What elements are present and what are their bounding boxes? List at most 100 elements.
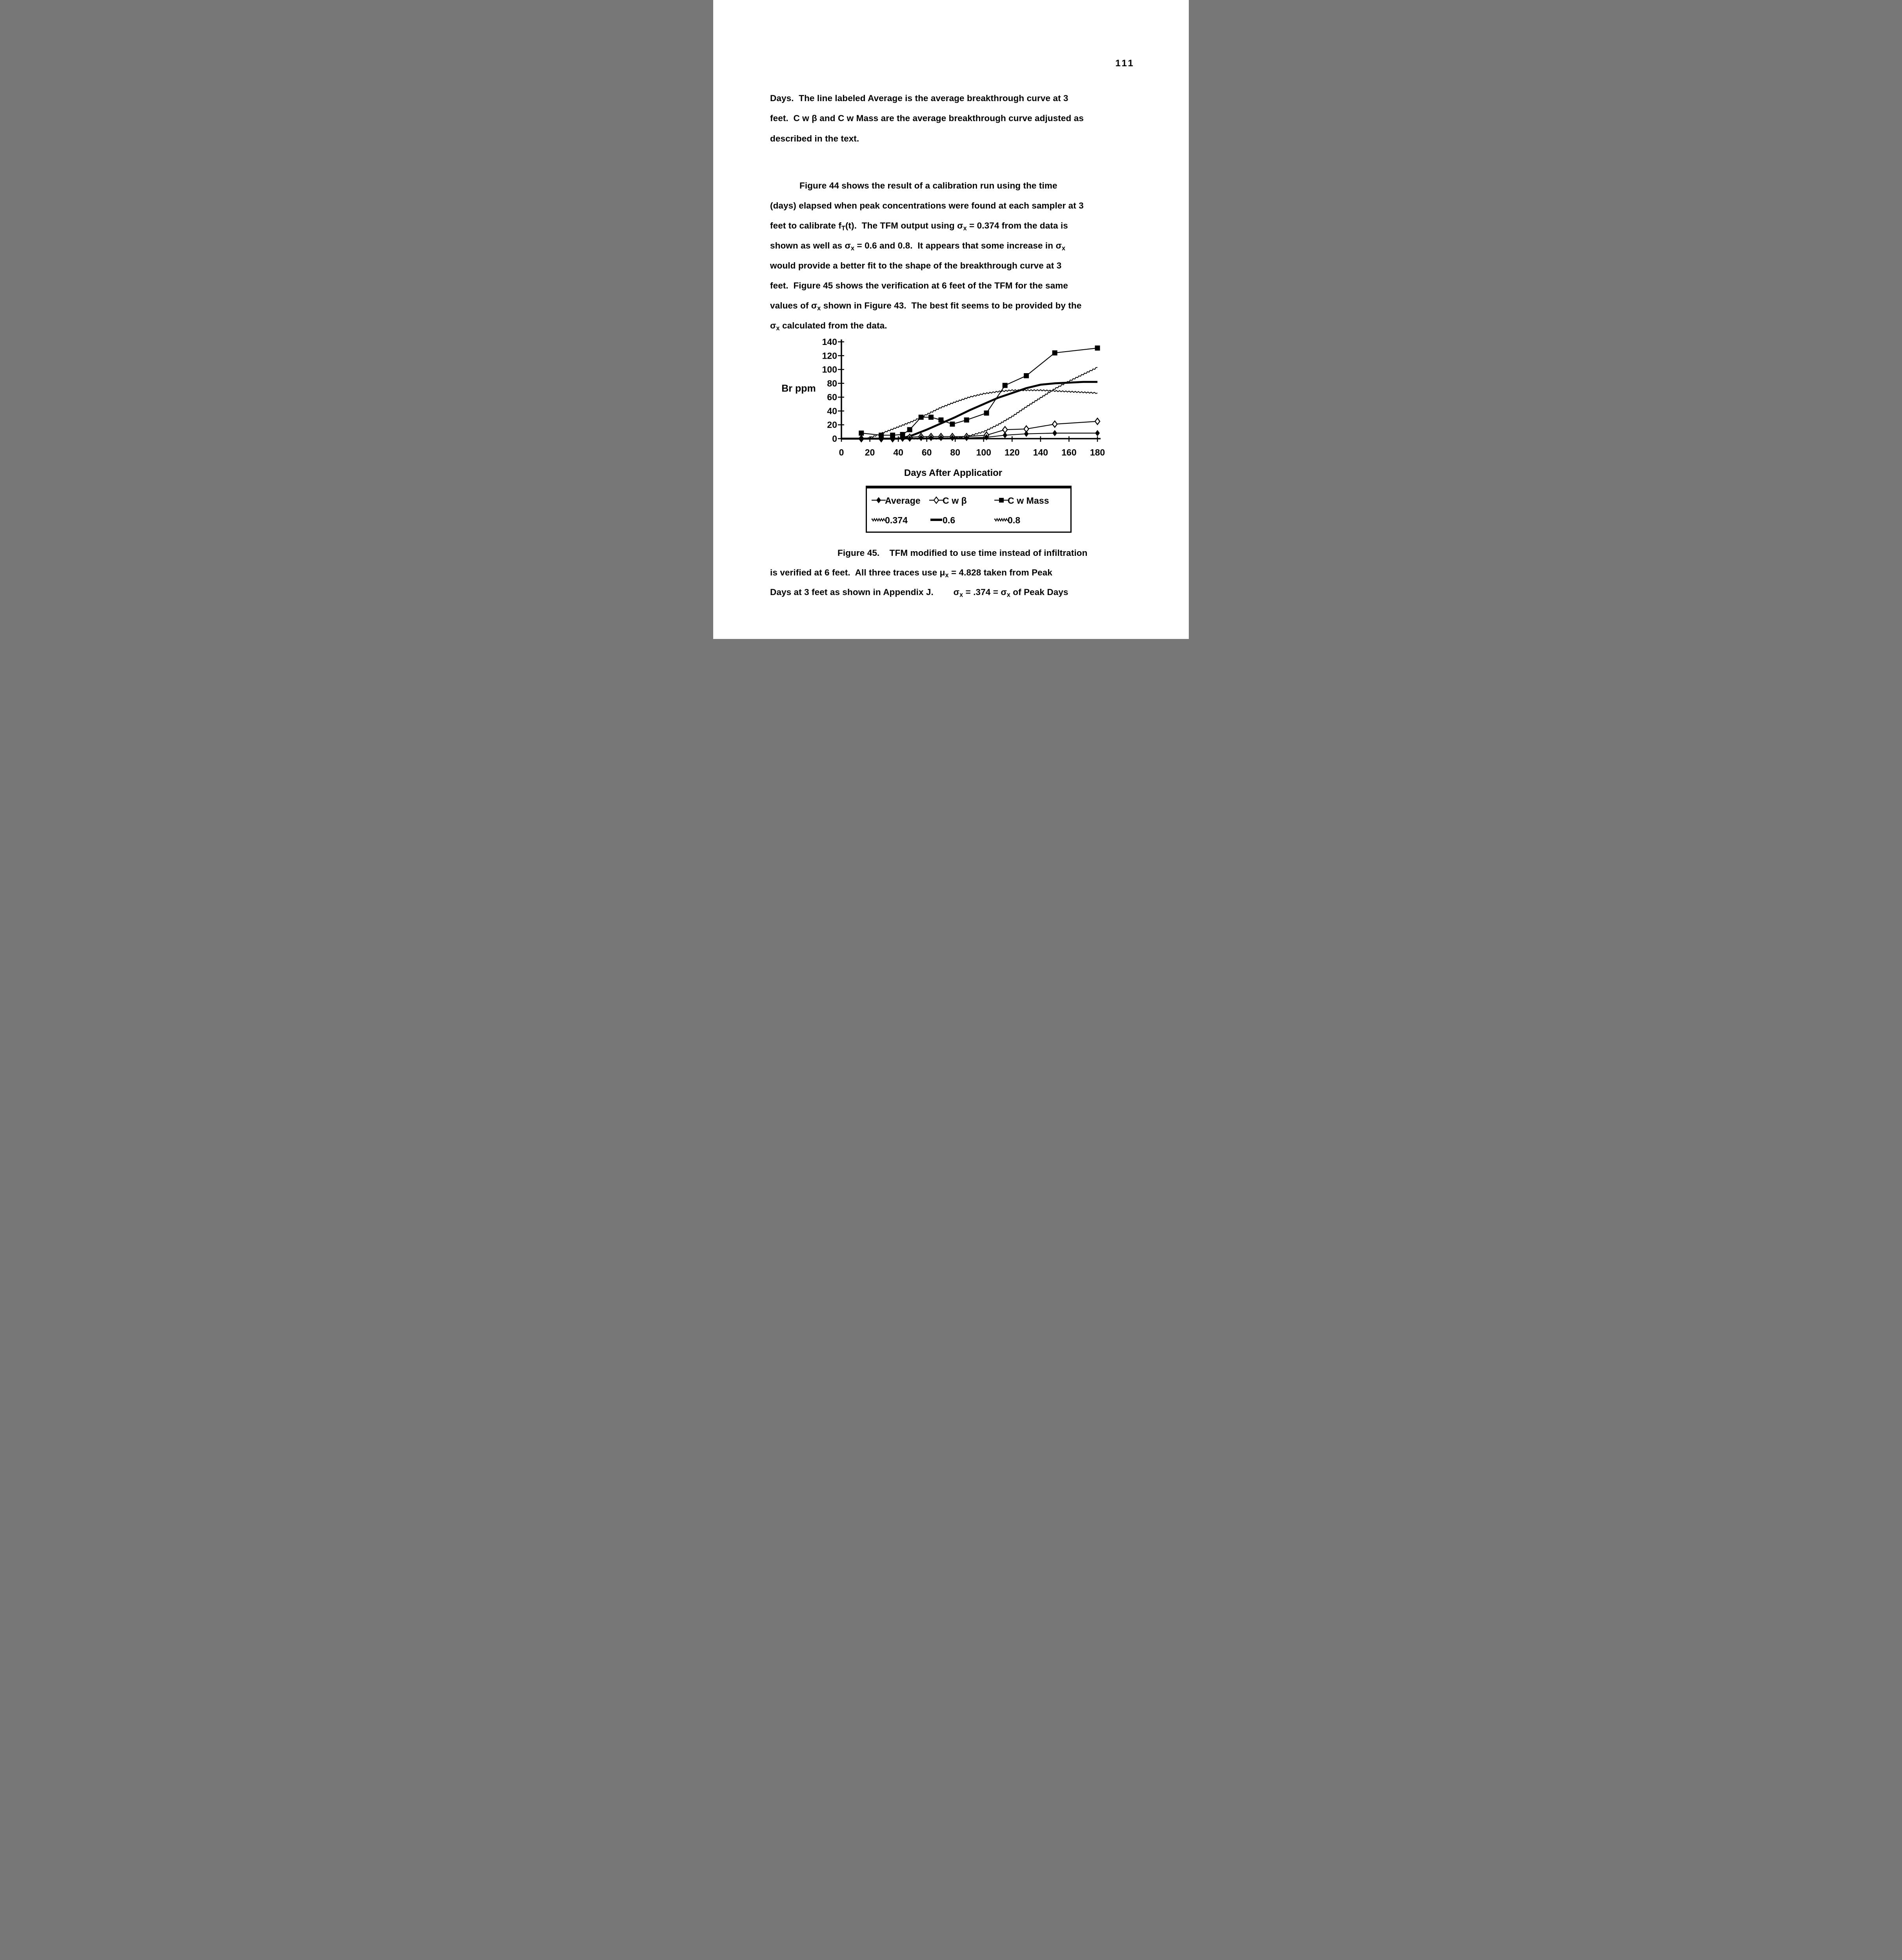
text-line: Figure 44 shows the result of a calibrat… — [799, 181, 1057, 191]
text-line: Days at 3 feet as shown in Appendix J. σ… — [770, 587, 1068, 599]
marker-open-diamond — [1094, 417, 1101, 425]
marker-filled-diamond — [1024, 430, 1029, 437]
y-tick-label: 80 — [827, 378, 837, 388]
legend-label-0-6: 0.6 — [943, 515, 956, 525]
marker-filled-diamond — [907, 436, 912, 442]
y-tick-label: 0 — [832, 434, 837, 444]
y-tick-label: 140 — [822, 337, 837, 347]
marker-open-diamond — [1052, 420, 1058, 428]
marker-open-diamond — [878, 435, 885, 443]
marker-filled-diamond — [1052, 430, 1057, 436]
marker-filled-square — [918, 414, 924, 420]
text-line: values of σx shown in Figure 43. The bes… — [770, 301, 1082, 312]
subscript: x — [776, 325, 780, 332]
marker-open-diamond — [918, 432, 924, 441]
y-tick-label: 40 — [827, 406, 837, 416]
marker-filled-diamond — [950, 435, 955, 441]
y-axis-title: Br ppm — [781, 383, 816, 394]
x-tick-label: 40 — [893, 447, 903, 457]
x-tick-label: 120 — [1005, 447, 1019, 457]
legend-swatch-average-icon — [872, 497, 886, 503]
legend-label-0-8: 0.8 — [1008, 515, 1021, 525]
marker-filled-diamond — [879, 436, 884, 442]
series-line-c-w — [861, 421, 1098, 439]
marker-filled-square — [928, 414, 934, 420]
series-line-0-374 — [841, 389, 1098, 440]
text-line: is verified at 6 feet. All three traces … — [770, 568, 1053, 579]
marker-filled-square — [1052, 350, 1057, 356]
text-line: shown as well as σx = 0.6 and 0.8. It ap… — [770, 241, 1066, 252]
text-line: described in the text. — [770, 133, 859, 143]
chart-legend: Average C w β C w Mass 0.374 0.6 0.8 — [866, 486, 1072, 533]
text-line: σx calculated from the data. — [770, 321, 887, 332]
marker-filled-square — [1095, 345, 1100, 351]
marker-filled-square — [859, 430, 864, 436]
marker-filled-square — [984, 410, 989, 416]
marker-filled-square — [907, 427, 912, 432]
subscript: x — [945, 572, 949, 579]
y-tick-label: 20 — [827, 420, 837, 430]
y-tick-label: 120 — [822, 350, 837, 361]
series-line-c-w-mass — [861, 347, 1098, 436]
subscript: x — [963, 225, 967, 232]
marker-filled-square — [890, 432, 896, 438]
subscript: x — [851, 245, 855, 252]
legend-swatch-0-6-icon — [930, 519, 942, 521]
series-line-average — [861, 432, 1097, 439]
marker-open-diamond — [928, 432, 934, 441]
marker-open-diamond — [906, 433, 913, 441]
marker-open-diamond — [938, 432, 944, 441]
x-tick-label: 60 — [922, 447, 932, 457]
legend-swatch-c-w-mass-icon — [994, 498, 1008, 503]
x-tick-label: 100 — [976, 447, 991, 457]
subscript: x — [1061, 245, 1066, 252]
legend-label-0-374: 0.374 — [885, 515, 908, 525]
x-tick-label: 80 — [950, 447, 960, 457]
text-line: would provide a better fit to the shape … — [770, 261, 1062, 270]
marker-open-diamond — [1023, 425, 1030, 433]
marker-open-diamond — [890, 435, 896, 443]
x-axis-title: Days After Applicatior — [904, 468, 1002, 478]
marker-filled-diamond — [964, 435, 969, 441]
marker-filled-square — [900, 432, 905, 437]
marker-filled-diamond — [1095, 430, 1100, 436]
marker-open-diamond — [899, 434, 906, 442]
text-line: feet. C w β and C w Mass are the average… — [770, 113, 1084, 123]
marker-filled-square — [879, 432, 884, 438]
x-tick-label: 0 — [839, 447, 844, 457]
marker-open-diamond — [858, 435, 865, 443]
marker-filled-diamond — [928, 435, 934, 441]
marker-open-diamond — [1002, 426, 1008, 434]
x-tick-label: 140 — [1033, 447, 1048, 457]
subscript: x — [817, 305, 821, 312]
marker-open-diamond — [983, 431, 990, 439]
marker-filled-square — [964, 417, 969, 423]
marker-open-diamond — [949, 432, 956, 441]
marker-filled-square — [950, 421, 955, 427]
y-tick-label: 100 — [822, 365, 837, 375]
marker-filled-diamond — [984, 434, 989, 441]
x-tick-label: 20 — [865, 447, 875, 457]
text-line: feet to calibrate fT(t). The TFM output … — [770, 221, 1068, 232]
subscript: x — [1006, 591, 1010, 599]
marker-filled-diamond — [890, 436, 895, 442]
subscript: T — [841, 225, 845, 232]
legend-label-average: Average — [885, 495, 921, 506]
legend-swatch-c-w-icon — [929, 496, 943, 504]
marker-filled-square — [1002, 383, 1008, 388]
x-tick-label: 160 — [1061, 447, 1076, 457]
marker-filled-diamond — [919, 435, 924, 441]
marker-filled-diamond — [1003, 432, 1008, 439]
text-line: (days) elapsed when peak concentrations … — [770, 201, 1084, 211]
legend-label-c-w: C w β — [943, 495, 967, 506]
x-tick-label: 180 — [1090, 447, 1105, 457]
y-tick-label: 60 — [827, 392, 837, 402]
series-line-0-6 — [841, 381, 1097, 440]
legend-swatch-0-8-icon — [994, 517, 1008, 522]
marker-filled-square — [1024, 373, 1029, 378]
legend-label-c-w-mass: C w Mass — [1008, 495, 1049, 506]
legend-swatch-0-374-icon — [872, 517, 885, 522]
text-line: Figure 45. TFM modified to use time inst… — [837, 548, 1088, 558]
series-line-0-8 — [841, 367, 1098, 440]
text-line: Days. The line labeled Average is the av… — [770, 93, 1068, 103]
